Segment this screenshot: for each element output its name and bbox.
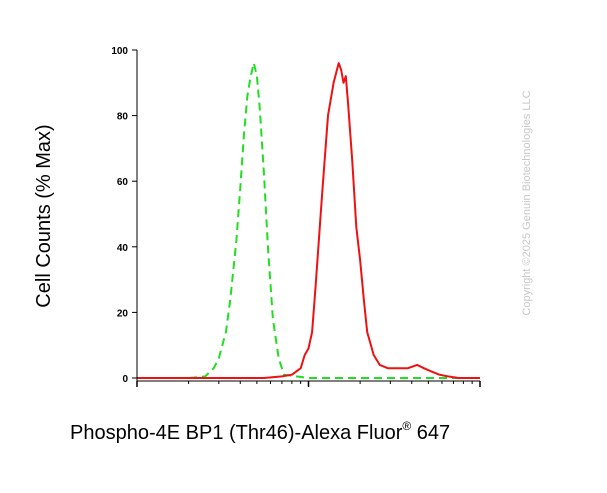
series-layer [137, 62, 480, 379]
y-tick-label: 100 [111, 46, 128, 57]
series-line-solid [137, 62, 480, 379]
x-axis-label: Phospho-4E BP1 (Thr46)-Alexa Fluor® 647 [70, 419, 450, 444]
y-tick-label: 0 [122, 374, 128, 385]
y-tick-label: 80 [117, 112, 129, 123]
y-axis-ticks: 0 20 40 60 80 100 [111, 46, 137, 385]
copyright-watermark: Copyright ©2025 Genuin Biotechnologies L… [521, 90, 533, 315]
x-axis-ticks [136, 381, 481, 387]
x-axis-label-superscript: ® [402, 419, 411, 433]
y-tick-label: 40 [117, 243, 129, 254]
y-axis-label: Cell Counts (% Max) [33, 124, 55, 307]
y-tick-label: 60 [117, 177, 129, 188]
y-tick-label: 20 [117, 308, 129, 319]
x-axis-label-main: Phospho-4E BP1 (Thr46)-Alexa Fluor [70, 422, 403, 444]
series-line-dashed [137, 62, 480, 379]
x-axis-label-suffix: 647 [411, 422, 450, 444]
